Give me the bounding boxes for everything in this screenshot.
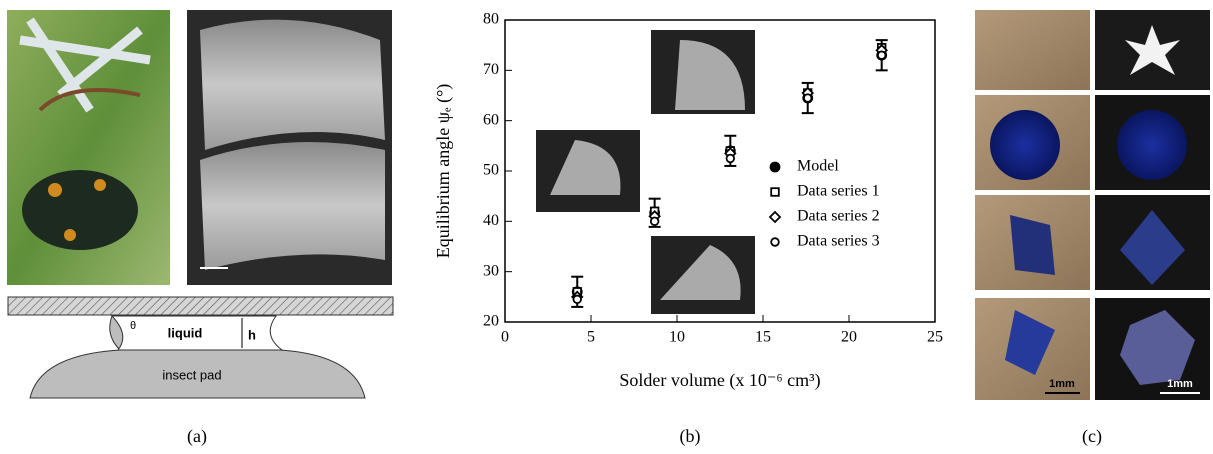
inset-drop — [675, 40, 745, 110]
inset-sem — [536, 30, 755, 314]
y-tick-label: 60 — [483, 111, 499, 128]
liquid-label: liquid — [168, 325, 203, 340]
photo-grid: 1mm 1mm — [975, 10, 1210, 400]
legend-marker — [769, 161, 781, 173]
sem-lobe — [200, 142, 385, 270]
y-tick-label: 50 — [483, 162, 499, 179]
blue-polyhedron — [1120, 310, 1195, 385]
x-tick-label: 25 — [927, 329, 943, 346]
x-tick-label: 5 — [587, 329, 595, 346]
beetle-spot — [94, 179, 106, 191]
blue-sphere — [1117, 110, 1187, 180]
x-axis-label: Solder volume (x 10⁻⁶ cm³) — [619, 370, 820, 391]
flower-shape — [1125, 25, 1180, 75]
legend-label: Data series 3 — [797, 233, 880, 250]
y-tick-label: 80 — [483, 11, 499, 28]
beetle-spot — [64, 229, 76, 241]
beetle-spot — [48, 183, 62, 197]
legend-label: Data series 2 — [797, 208, 880, 225]
liquid-bridge — [110, 315, 284, 351]
y-tick-label: 40 — [483, 212, 499, 229]
legend-label: Model — [797, 158, 839, 175]
marker — [725, 153, 736, 164]
panel-label: (b) — [680, 426, 701, 447]
sem-lobe — [200, 19, 385, 151]
y-tick-label: 30 — [483, 262, 499, 279]
antenna-illustration — [38, 88, 141, 112]
substrate — [7, 296, 394, 316]
x-tick-label: 0 — [501, 329, 509, 346]
x-tick-label: 20 — [841, 329, 857, 346]
panel-label: (c) — [1082, 426, 1102, 447]
y-tick-label: 70 — [483, 61, 499, 78]
angle-label: θ — [130, 320, 136, 332]
y-tick-label: 20 — [483, 313, 499, 330]
panel-label: (a) — [187, 426, 207, 447]
scale-label: 1mm — [1049, 378, 1075, 390]
photo — [975, 10, 1090, 90]
inset-drop — [660, 245, 741, 300]
y-axis-label: Equilibrium angle ψₑ (°) — [433, 84, 454, 259]
x-tick-label: 10 — [669, 329, 685, 346]
legend-marker — [768, 210, 782, 224]
scale-label: 1mm — [1167, 378, 1193, 390]
beetle-body — [22, 170, 138, 250]
blue-polyhedron — [1010, 215, 1055, 275]
x-tick-label: 15 — [755, 329, 771, 346]
pad-label: insect pad — [162, 367, 221, 382]
blue-sphere — [990, 110, 1060, 180]
legend-marker — [770, 187, 780, 197]
blue-polyhedron — [1120, 210, 1185, 285]
blue-polyhedron — [1005, 310, 1055, 375]
gap-label: h — [248, 327, 256, 342]
marker — [649, 216, 660, 227]
inset-drop — [550, 140, 621, 195]
marker — [803, 93, 813, 103]
leg-illustration — [19, 17, 151, 113]
legend-label: Data series 1 — [797, 183, 880, 200]
legend-marker — [770, 237, 780, 247]
marker — [572, 294, 582, 305]
marker — [876, 50, 887, 60]
